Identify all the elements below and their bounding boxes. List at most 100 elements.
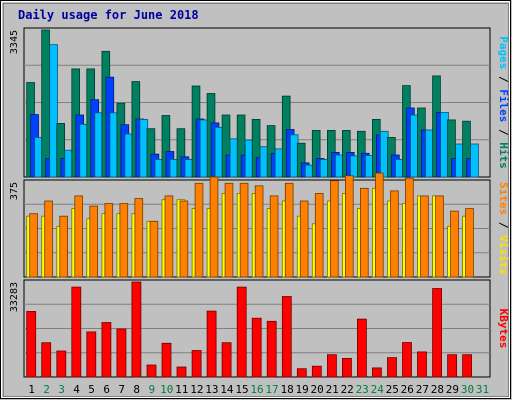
panel-axis-title: KBytes (497, 309, 510, 349)
y-max-label: 33283 (9, 282, 20, 312)
chart-shadow-border (3, 3, 509, 397)
x-tick-label: 21 (326, 383, 339, 396)
x-tick-label: 4 (73, 383, 80, 396)
x-tick-label: 27 (416, 383, 429, 396)
bar-sites-day-21 (329, 180, 339, 278)
bar-sites-day-30 (465, 208, 474, 278)
bar-kbytes-day-11 (176, 366, 187, 378)
chart-panels: 3345 Pages / Files / Hits 375 Sites / Visit… (9, 27, 510, 378)
x-tick-label: 5 (88, 383, 95, 396)
bar-kbytes-day-5 (86, 331, 97, 378)
x-tick-label: 15 (235, 383, 248, 396)
bar-sites-day-19 (299, 200, 309, 278)
x-tick-label: 13 (205, 383, 218, 396)
axis-title-part: KBytes (497, 309, 510, 349)
x-tick-label: 10 (160, 383, 173, 396)
bar-kbytes-day-24 (371, 367, 382, 378)
bar-kbytes-day-8 (131, 281, 142, 378)
bar-sites-day-1 (29, 213, 38, 278)
bar-kbytes-day-20 (311, 365, 322, 378)
x-tick-label: 1 (28, 383, 35, 396)
bar-sites-day-23 (359, 187, 369, 278)
panel-sites-visits: 375 Sites / Visits (9, 172, 510, 278)
bar-pages-day-8 (139, 119, 149, 178)
bar-pages-day-2 (49, 44, 58, 178)
bar-pages-day-11 (184, 158, 194, 178)
bar-sites-day-7 (119, 203, 129, 278)
axis-title-part: Visits (497, 235, 510, 275)
bar-kbytes-day-15 (236, 286, 247, 378)
bar-sites-day-17 (269, 195, 279, 278)
x-tick-label: 20 (310, 383, 323, 396)
axis-title-part: / (497, 69, 510, 89)
bar-kbytes-day-2 (41, 342, 52, 378)
bar-kbytes-day-19 (296, 368, 307, 378)
bar-kbytes-day-29 (447, 354, 458, 378)
bar-kbytes-day-10 (161, 342, 172, 378)
x-tick-label: 29 (446, 383, 459, 396)
bar-kbytes-day-1 (26, 310, 37, 378)
bar-pages-day-24 (379, 130, 389, 178)
x-tick-label: 7 (118, 383, 125, 396)
bar-kbytes-day-27 (417, 351, 427, 378)
bar-pages-day-17 (274, 148, 284, 178)
bar-sites-day-9 (149, 220, 159, 278)
bar-pages-day-14 (229, 138, 239, 178)
bar-kbytes-day-16 (251, 317, 262, 378)
y-max-label: 375 (9, 182, 20, 200)
bar-sites-day-11 (179, 200, 189, 278)
bar-pages-day-30 (470, 143, 479, 178)
bar-kbytes-day-18 (281, 296, 292, 378)
bar-sites-day-14 (224, 182, 234, 278)
bar-sites-day-20 (314, 192, 324, 278)
x-tick-label: 31 (476, 383, 489, 396)
bar-pages-day-27 (425, 129, 434, 178)
bar-sites-day-18 (284, 182, 294, 278)
x-tick-label: 26 (401, 383, 414, 396)
bar-sites-day-2 (44, 200, 53, 278)
chart-title: Daily usage for June 2018 (18, 8, 199, 22)
bar-kbytes-day-6 (101, 322, 112, 378)
axis-title-part: / (497, 215, 510, 235)
axis-title-part: Hits (497, 142, 510, 169)
bar-kbytes-day-7 (116, 328, 127, 378)
bar-sites-day-6 (104, 203, 114, 278)
bar-sites-day-26 (405, 177, 414, 278)
x-tick-label: 3 (58, 383, 65, 396)
axis-title-part: Pages (497, 36, 510, 69)
x-tick-label: 14 (220, 383, 234, 396)
bar-kbytes-day-3 (56, 350, 67, 378)
y-max-label: 3345 (9, 30, 20, 54)
x-tick-label: 12 (190, 383, 203, 396)
bar-kbytes-day-23 (356, 318, 367, 378)
bar-sites-day-24 (374, 172, 384, 278)
bar-pages-day-5 (94, 112, 104, 178)
x-tick-label: 6 (103, 383, 110, 396)
x-tick-label: 23 (356, 383, 369, 396)
bar-pages-day-20 (319, 158, 329, 178)
x-tick-label: 30 (461, 383, 474, 396)
x-tick-label: 8 (133, 383, 140, 396)
x-tick-label: 18 (280, 383, 293, 396)
bar-sites-day-16 (254, 185, 264, 278)
bar-kbytes-day-17 (266, 320, 277, 378)
bar-sites-day-12 (194, 182, 204, 278)
x-tick-label: 24 (371, 383, 385, 396)
bar-sites-day-5 (89, 205, 99, 278)
panel-axis-title: Sites / Visits (497, 182, 510, 275)
bar-sites-day-29 (450, 210, 459, 278)
bar-kbytes-day-25 (387, 357, 397, 378)
panel-kbytes: 33283 KBytes (9, 279, 510, 378)
bar-sites-day-25 (390, 190, 399, 278)
panel-axis-title: Pages / Files / Hits (497, 36, 510, 169)
bar-sites-day-15 (239, 182, 249, 278)
x-tick-label: 22 (341, 383, 354, 396)
panel-pages-files-hits: 3345 Pages / Files / Hits (9, 27, 510, 178)
bar-sites-day-27 (420, 195, 429, 278)
bar-kbytes-day-9 (146, 364, 157, 378)
bar-kbytes-day-28 (432, 288, 443, 378)
